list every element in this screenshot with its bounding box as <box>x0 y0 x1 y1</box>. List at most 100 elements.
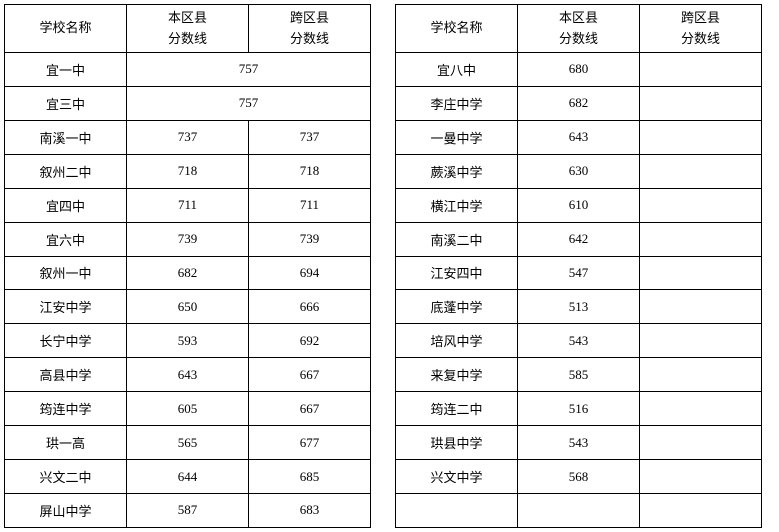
table-row: 宜六中739739 <box>5 222 371 256</box>
table-row: 一曼中学643 <box>396 120 762 154</box>
cross-score-cell <box>640 290 762 324</box>
local-score-cell: 739 <box>127 222 249 256</box>
cross-score-cell <box>640 53 762 87</box>
school-name-cell: 宜一中 <box>5 53 127 87</box>
header-school-name: 学校名称 <box>5 5 127 53</box>
local-score-cell: 682 <box>518 86 640 120</box>
table-row: 宜八中680 <box>396 53 762 87</box>
header-local-line1: 本区县 <box>168 10 207 25</box>
table-row: 宜三中757 <box>5 86 371 120</box>
table-row: 江安四中547 <box>396 256 762 290</box>
school-name-cell: 筠连二中 <box>396 392 518 426</box>
header-cross-line2: 分数线 <box>290 31 329 46</box>
cross-score-cell <box>640 120 762 154</box>
table-row: 高县中学643667 <box>5 358 371 392</box>
cross-score-cell <box>640 188 762 222</box>
local-score-cell: 711 <box>127 188 249 222</box>
school-name-cell: 宜四中 <box>5 188 127 222</box>
cross-score-cell: 666 <box>249 290 371 324</box>
header-local-score: 本区县 分数线 <box>127 5 249 53</box>
table-row: 叙州一中682694 <box>5 256 371 290</box>
cross-score-cell: 692 <box>249 324 371 358</box>
merged-score-cell: 757 <box>127 86 371 120</box>
cross-score-cell: 711 <box>249 188 371 222</box>
school-name-cell: 叙州一中 <box>5 256 127 290</box>
table-row: 蕨溪中学630 <box>396 154 762 188</box>
header-row: 学校名称 本区县 分数线 跨区县 分数线 <box>5 5 371 53</box>
header-cross-score: 跨区县 分数线 <box>249 5 371 53</box>
header-cross-score: 跨区县 分数线 <box>640 5 762 53</box>
school-name-cell: 底蓬中学 <box>396 290 518 324</box>
table-row: 来复中学585 <box>396 358 762 392</box>
cross-score-cell <box>640 324 762 358</box>
table-row: 李庄中学682 <box>396 86 762 120</box>
local-score-cell: 543 <box>518 426 640 460</box>
school-name-cell: 兴文中学 <box>396 460 518 494</box>
cross-score-cell <box>640 256 762 290</box>
local-score-cell: 547 <box>518 256 640 290</box>
local-score-cell: 516 <box>518 392 640 426</box>
local-score-cell: 644 <box>127 460 249 494</box>
table-row: 培风中学543 <box>396 324 762 358</box>
school-name-cell: 珙一高 <box>5 426 127 460</box>
table-row: 南溪二中642 <box>396 222 762 256</box>
local-score-cell <box>518 493 640 527</box>
local-score-cell: 513 <box>518 290 640 324</box>
local-score-cell: 565 <box>127 426 249 460</box>
cross-score-cell: 667 <box>249 358 371 392</box>
school-name-cell: 屏山中学 <box>5 493 127 527</box>
table-row: 宜四中711711 <box>5 188 371 222</box>
right-table: 学校名称 本区县 分数线 跨区县 分数线 宜八中680李庄中学682一曼中学64… <box>395 4 762 528</box>
cross-score-cell <box>640 460 762 494</box>
header-local-line1: 本区县 <box>559 10 598 25</box>
local-score-cell: 643 <box>127 358 249 392</box>
school-name-cell <box>396 493 518 527</box>
cross-score-cell <box>640 222 762 256</box>
table-row: 筠连二中516 <box>396 392 762 426</box>
table-row: 兴文二中644685 <box>5 460 371 494</box>
school-name-cell: 江安四中 <box>396 256 518 290</box>
table-row: 筠连中学605667 <box>5 392 371 426</box>
cross-score-cell <box>640 86 762 120</box>
school-name-cell: 南溪二中 <box>396 222 518 256</box>
local-score-cell: 682 <box>127 256 249 290</box>
cross-score-cell: 677 <box>249 426 371 460</box>
cross-score-cell: 667 <box>249 392 371 426</box>
cross-score-cell: 683 <box>249 493 371 527</box>
cross-score-cell: 737 <box>249 120 371 154</box>
local-score-cell: 650 <box>127 290 249 324</box>
header-row: 学校名称 本区县 分数线 跨区县 分数线 <box>396 5 762 53</box>
table-row: 横江中学610 <box>396 188 762 222</box>
school-name-cell: 宜三中 <box>5 86 127 120</box>
table-row: 珙一高565677 <box>5 426 371 460</box>
local-score-cell: 630 <box>518 154 640 188</box>
header-cross-line2: 分数线 <box>681 31 720 46</box>
local-score-cell: 585 <box>518 358 640 392</box>
local-score-cell: 543 <box>518 324 640 358</box>
table-row: 长宁中学593692 <box>5 324 371 358</box>
cross-score-cell <box>640 392 762 426</box>
local-score-cell: 643 <box>518 120 640 154</box>
table-row: 底蓬中学513 <box>396 290 762 324</box>
school-name-cell: 宜八中 <box>396 53 518 87</box>
school-name-cell: 一曼中学 <box>396 120 518 154</box>
table-row: 叙州二中718718 <box>5 154 371 188</box>
local-score-cell: 680 <box>518 53 640 87</box>
school-name-cell: 江安中学 <box>5 290 127 324</box>
local-score-cell: 593 <box>127 324 249 358</box>
local-score-cell: 737 <box>127 120 249 154</box>
school-name-cell: 培风中学 <box>396 324 518 358</box>
table-gap <box>371 4 395 528</box>
local-score-cell: 642 <box>518 222 640 256</box>
school-name-cell: 南溪一中 <box>5 120 127 154</box>
cross-score-cell: 718 <box>249 154 371 188</box>
header-local-score: 本区县 分数线 <box>518 5 640 53</box>
header-cross-line1: 跨区县 <box>681 10 720 25</box>
cross-score-cell <box>640 493 762 527</box>
merged-score-cell: 757 <box>127 53 371 87</box>
table-row <box>396 493 762 527</box>
school-name-cell: 长宁中学 <box>5 324 127 358</box>
cross-score-cell: 694 <box>249 256 371 290</box>
school-name-cell: 宜六中 <box>5 222 127 256</box>
table-row: 南溪一中737737 <box>5 120 371 154</box>
